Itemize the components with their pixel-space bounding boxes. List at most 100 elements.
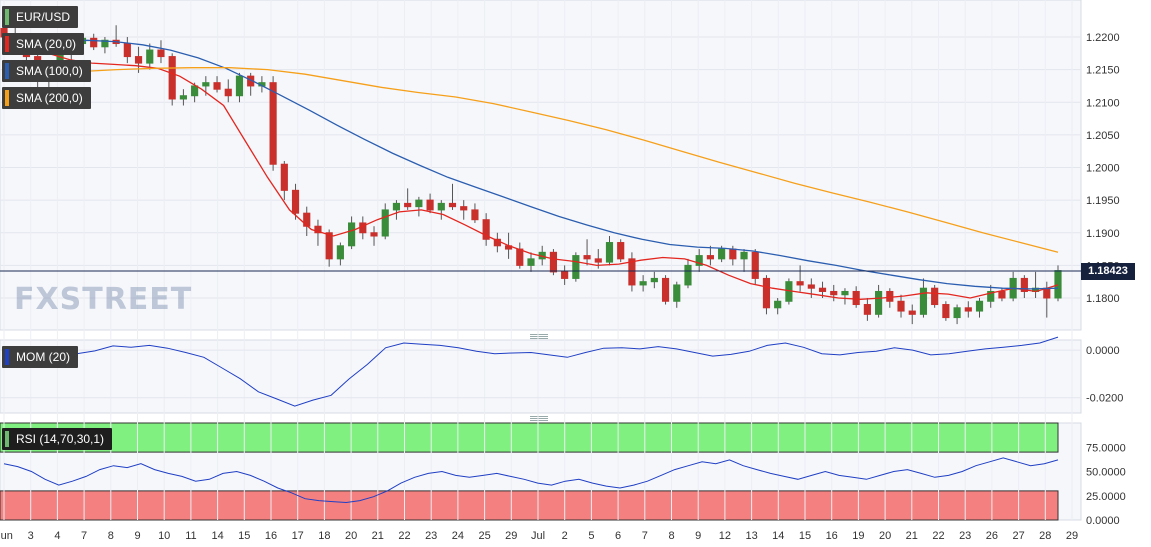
date-tick-label: 9 bbox=[695, 530, 701, 542]
legend-sma200-label: SMA (200,0) bbox=[16, 91, 83, 105]
date-tick-label: 20 bbox=[879, 530, 891, 542]
date-tick-label: Jul bbox=[531, 530, 545, 542]
candle bbox=[437, 200, 445, 220]
legend-rsi[interactable]: RSI (14,70,30,1) bbox=[2, 428, 113, 450]
date-tick-label: 12 bbox=[719, 530, 731, 542]
last-price-label: 1.18423 bbox=[1081, 263, 1135, 280]
date-tick-label: 8 bbox=[668, 530, 674, 542]
candle-body bbox=[639, 281, 647, 286]
candle bbox=[617, 239, 625, 263]
panel-splitter-1[interactable] bbox=[530, 334, 548, 339]
candle bbox=[426, 193, 434, 214]
candle-body bbox=[661, 277, 670, 302]
candle bbox=[325, 229, 333, 267]
candle bbox=[381, 203, 389, 240]
date-tick-label: 2 bbox=[562, 530, 568, 542]
price-tick-label: 1.2200 bbox=[1086, 32, 1120, 44]
candle bbox=[774, 298, 782, 315]
candle-body bbox=[527, 258, 535, 266]
candle-body bbox=[1020, 277, 1028, 292]
candle-body bbox=[291, 189, 300, 214]
candle bbox=[863, 298, 871, 321]
candle-body bbox=[919, 287, 928, 315]
candle-body bbox=[191, 85, 199, 97]
date-tick-label: 21 bbox=[906, 530, 918, 542]
candle-body bbox=[325, 232, 333, 260]
candle bbox=[1020, 275, 1028, 298]
candle bbox=[942, 301, 950, 321]
candle-body bbox=[572, 255, 580, 279]
candle-body bbox=[605, 242, 614, 263]
candle-body bbox=[561, 271, 569, 279]
candle-body bbox=[942, 304, 950, 319]
candle-body bbox=[303, 212, 311, 227]
candle bbox=[224, 79, 232, 103]
price-panel bbox=[0, 0, 1082, 331]
candle bbox=[964, 301, 972, 318]
candle bbox=[146, 43, 154, 70]
legend-sma20[interactable]: SMA (20,0) bbox=[2, 33, 85, 55]
sma200-swatch bbox=[5, 90, 9, 106]
candle-body bbox=[404, 202, 412, 208]
candle bbox=[706, 245, 714, 266]
date-tick-label: 22 bbox=[398, 530, 410, 542]
momentum-panel bbox=[0, 339, 1082, 414]
date-tick-label: 14 bbox=[211, 530, 223, 542]
candle-body bbox=[751, 251, 759, 279]
legend-rsi-label: RSI (14,70,30,1) bbox=[16, 432, 105, 446]
candle-body bbox=[628, 258, 636, 286]
candle bbox=[101, 37, 109, 54]
candle-body bbox=[179, 95, 187, 100]
candle-body bbox=[471, 209, 479, 221]
candle bbox=[684, 258, 692, 289]
price-tick-label: 1.1950 bbox=[1086, 195, 1120, 207]
candle bbox=[931, 284, 939, 308]
candle bbox=[448, 183, 457, 210]
candle-body bbox=[1054, 270, 1062, 299]
candle-body bbox=[830, 290, 838, 296]
legend-pair-label: EUR/USD bbox=[16, 10, 71, 24]
legend-pair[interactable]: EUR/USD bbox=[2, 6, 79, 28]
legend-momentum[interactable]: MOM (20) bbox=[2, 346, 78, 368]
panel-splitter-2[interactable] bbox=[530, 416, 548, 421]
candle-body bbox=[359, 222, 367, 234]
date-tick-label: 7 bbox=[81, 530, 87, 542]
pair-swatch bbox=[5, 9, 9, 25]
legend-sma200[interactable]: SMA (200,0) bbox=[2, 87, 91, 109]
date-tick-label: 18 bbox=[318, 530, 330, 542]
candle-body bbox=[706, 255, 714, 260]
date-tick-label: 13 bbox=[745, 530, 757, 542]
price-tick-label: 1.2050 bbox=[1086, 130, 1120, 142]
candle bbox=[830, 284, 838, 302]
date-tick-label: 14 bbox=[772, 530, 784, 542]
candle-body bbox=[729, 248, 737, 260]
candle-body bbox=[886, 290, 894, 302]
date-tick-label: 26 bbox=[986, 530, 998, 542]
rsi-tick-label: 25.0000 bbox=[1086, 491, 1126, 503]
candle-body bbox=[987, 290, 995, 302]
candle bbox=[897, 294, 905, 318]
candle bbox=[404, 188, 412, 210]
candle-body bbox=[684, 264, 692, 286]
date-tick-label: 17 bbox=[292, 530, 304, 542]
candle-body bbox=[863, 304, 871, 315]
sma200-line bbox=[3, 67, 1059, 253]
candle bbox=[213, 76, 221, 93]
candle-body bbox=[516, 248, 524, 266]
candle-body bbox=[617, 242, 625, 260]
candle-body bbox=[718, 248, 726, 260]
sma100-line bbox=[3, 39, 1059, 290]
sma20-line bbox=[3, 33, 1059, 300]
rsi-line bbox=[3, 457, 1059, 504]
candle bbox=[348, 216, 356, 250]
candle-body bbox=[224, 88, 232, 97]
legend-sma100[interactable]: SMA (100,0) bbox=[2, 60, 91, 82]
date-tick-label: 22 bbox=[932, 530, 944, 542]
candle bbox=[336, 242, 344, 266]
rsi-oversold-zone bbox=[0, 490, 1059, 521]
candle-body bbox=[650, 277, 658, 283]
date-tick-label: 16 bbox=[826, 530, 838, 542]
rsi-tick-label: 0.0000 bbox=[1086, 515, 1120, 527]
sma20-swatch bbox=[5, 36, 9, 52]
